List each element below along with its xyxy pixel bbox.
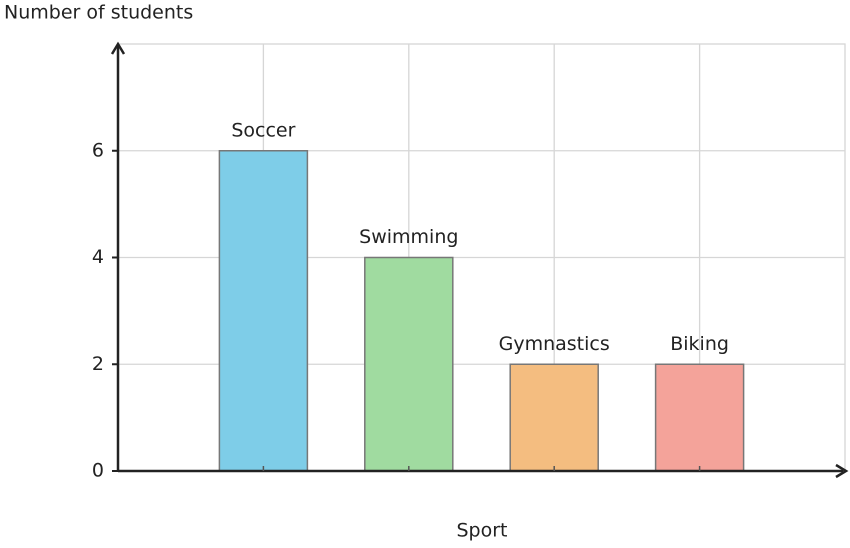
y-arrow xyxy=(110,41,126,55)
x-axis-label: Sport xyxy=(456,520,507,542)
y-tick-label: 4 xyxy=(92,246,104,268)
y-tick-label: 0 xyxy=(92,460,104,482)
x-arrow xyxy=(835,463,849,479)
bar xyxy=(364,256,454,472)
bars xyxy=(218,150,745,472)
bar-category-label: Biking xyxy=(670,333,729,355)
bar xyxy=(218,150,309,472)
bar-category-label: Swimming xyxy=(359,226,458,248)
bar xyxy=(654,363,745,472)
y-tick-label: 2 xyxy=(92,353,104,375)
bar-category-label: Gymnastics xyxy=(499,333,610,355)
y-axis-label: Number of students xyxy=(4,2,193,24)
bar xyxy=(509,363,599,472)
y-tick-label: 6 xyxy=(92,139,104,161)
bar-category-label: Soccer xyxy=(231,119,295,141)
